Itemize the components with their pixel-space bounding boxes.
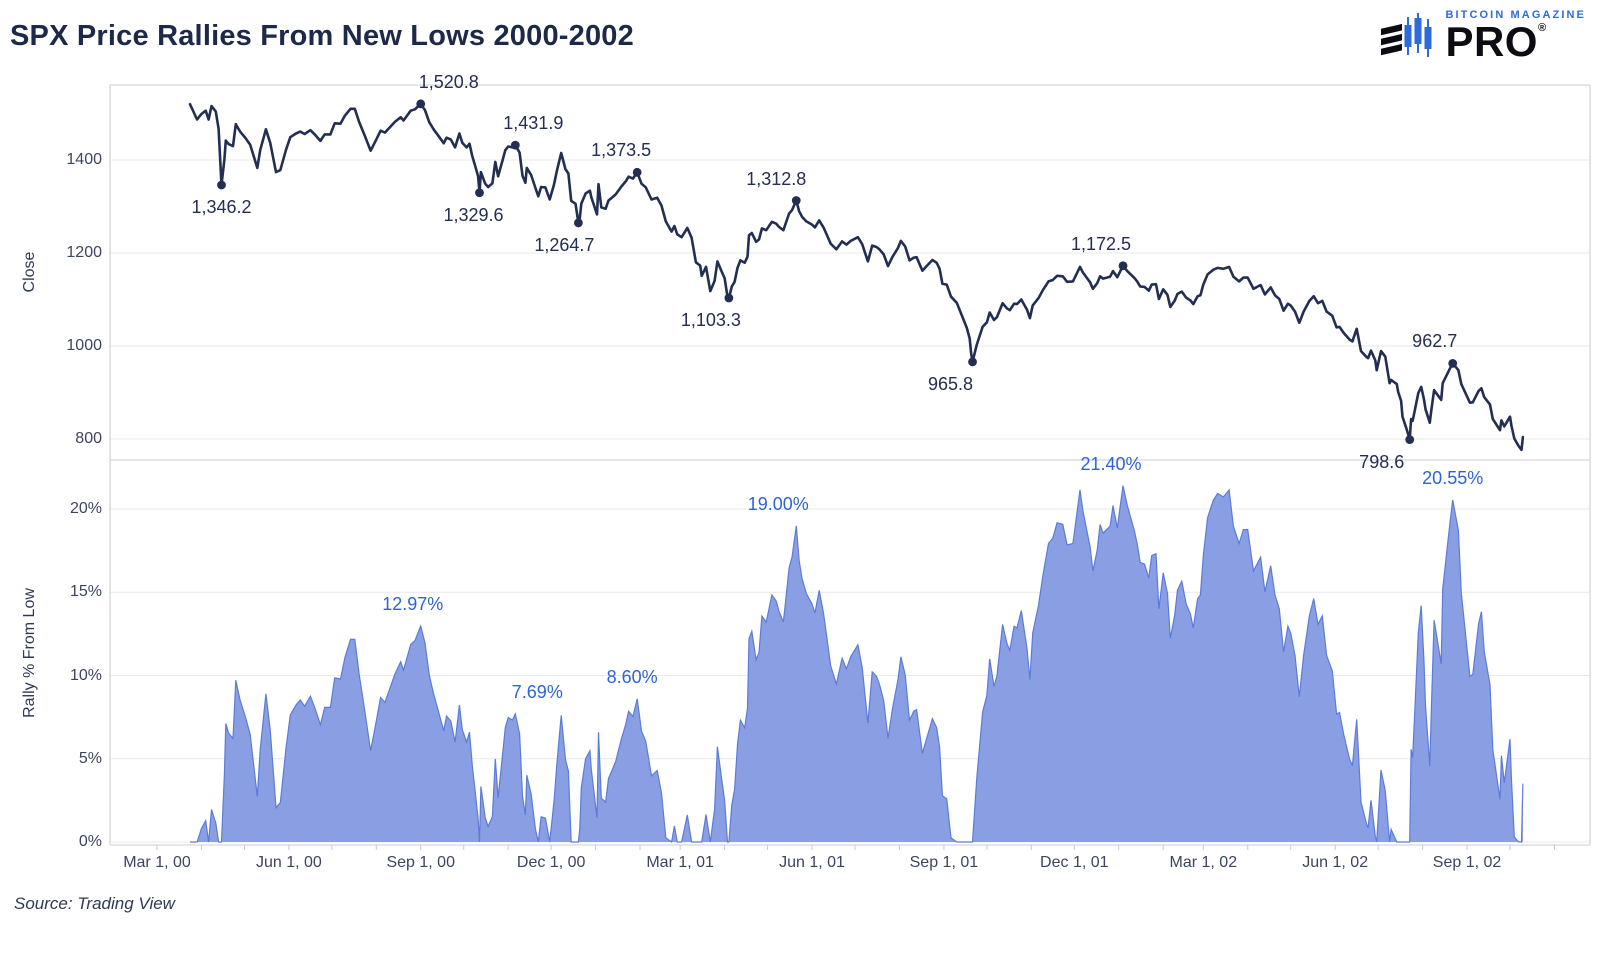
price-marker-dot	[416, 99, 426, 109]
price-marker-dot	[217, 180, 226, 190]
rally-area-outline	[190, 485, 1524, 844]
price-marker-dot	[475, 188, 484, 198]
price-marker-dot	[1448, 358, 1458, 368]
price-marker-dot	[724, 293, 734, 303]
price-marker-dot	[573, 218, 583, 228]
price-marker-dot	[791, 196, 801, 205]
price-marker-dot	[968, 357, 977, 367]
price-marker-dot	[632, 167, 642, 177]
rally-area	[190, 485, 1523, 842]
price-marker-dot	[1405, 435, 1415, 445]
price-marker-dot	[1118, 261, 1128, 271]
price-marker-dot	[510, 140, 520, 150]
spx-close-line	[188, 102, 1525, 452]
